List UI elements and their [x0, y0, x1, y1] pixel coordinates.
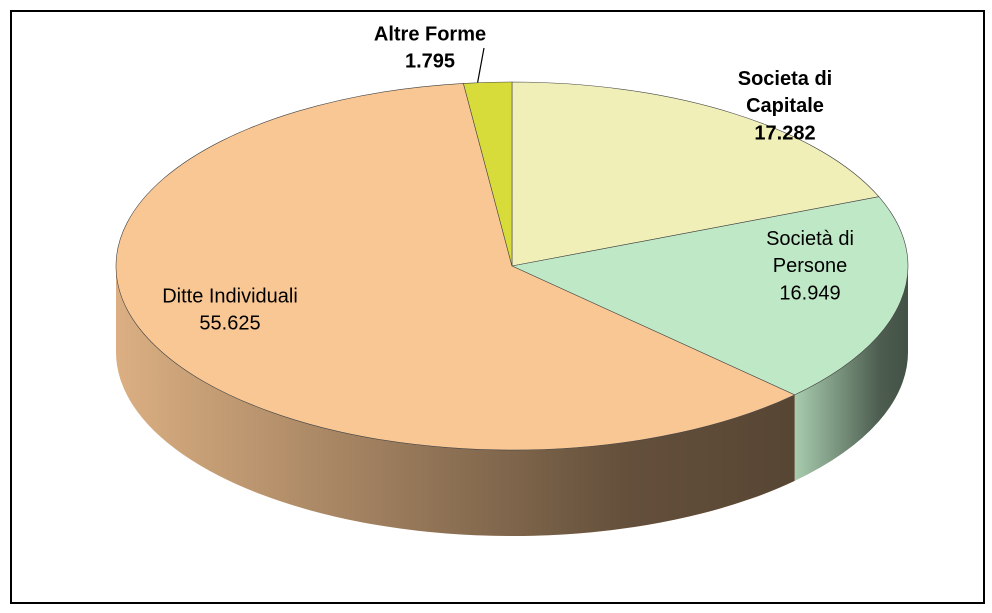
- pie-sides: [115, 266, 908, 536]
- slice: [115, 83, 796, 451]
- leader-line: [477, 47, 485, 83]
- slice: [511, 196, 909, 396]
- slice-side-shade: [115, 266, 795, 536]
- slice-label: Societa di Capitale: [738, 68, 832, 117]
- slice-label: Società di Persone: [766, 228, 854, 277]
- value-label: 55.625: [199, 312, 260, 334]
- value-label: 17.282: [754, 122, 815, 144]
- slice: [511, 81, 880, 267]
- pie-tops: [115, 81, 909, 451]
- slice-label: Ditte Individuali: [162, 285, 298, 307]
- slice: [463, 81, 513, 267]
- slice-side-shade: [794, 266, 908, 481]
- labels: Societa di Capitale 17.282 Società di Person…: [162, 23, 854, 334]
- value-label: 1.795: [405, 50, 455, 72]
- value-label: 16.949: [779, 282, 840, 304]
- slice-label: Altre Forme: [374, 23, 486, 45]
